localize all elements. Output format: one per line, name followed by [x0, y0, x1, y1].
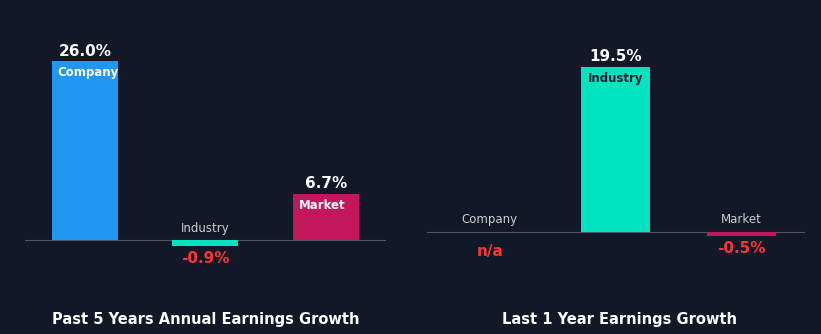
- Text: -0.5%: -0.5%: [718, 241, 766, 256]
- Text: 19.5%: 19.5%: [589, 49, 642, 64]
- Text: Past 5 Years Annual Earnings Growth: Past 5 Years Annual Earnings Growth: [52, 312, 359, 327]
- Text: n/a: n/a: [476, 244, 503, 259]
- Bar: [172, 239, 238, 246]
- Bar: [52, 61, 118, 239]
- Text: Last 1 Year Earnings Growth: Last 1 Year Earnings Growth: [502, 312, 737, 327]
- Text: 26.0%: 26.0%: [58, 44, 112, 59]
- Text: Company: Company: [461, 213, 518, 226]
- Text: 6.7%: 6.7%: [305, 176, 346, 191]
- Text: Company: Company: [57, 66, 119, 79]
- Text: Industry: Industry: [588, 72, 643, 85]
- Bar: [292, 194, 359, 239]
- Text: -0.9%: -0.9%: [181, 251, 230, 266]
- Bar: [707, 231, 776, 236]
- Bar: [581, 66, 650, 231]
- Text: Market: Market: [299, 199, 345, 212]
- Text: Industry: Industry: [181, 221, 230, 234]
- Text: Market: Market: [721, 213, 762, 226]
